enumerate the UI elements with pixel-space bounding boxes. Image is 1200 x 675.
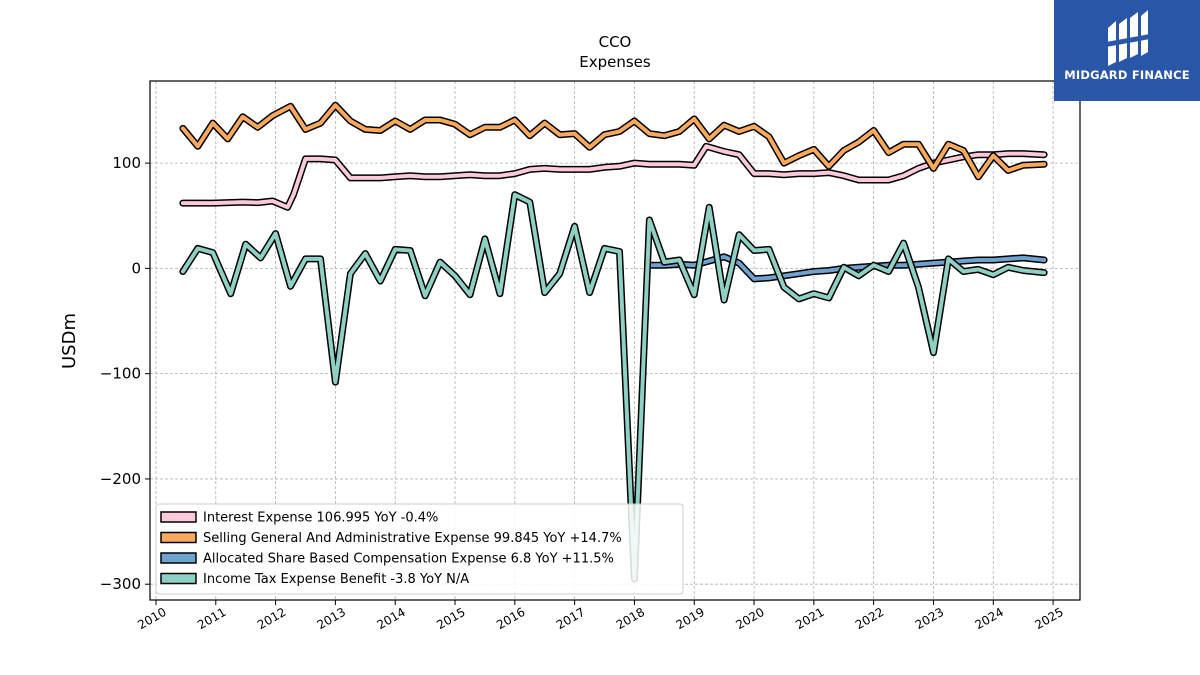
y-tick-label: −100 <box>100 365 141 383</box>
legend-swatch <box>160 511 197 523</box>
logo-mark-icon <box>1106 10 1150 66</box>
y-axis-label: USDm <box>59 313 80 369</box>
y-tick-label: 100 <box>112 154 141 172</box>
plot-frame <box>149 80 1081 601</box>
chart-subtitle: Expenses <box>579 53 651 71</box>
legend-box <box>155 503 684 595</box>
y-tick-label: −200 <box>100 470 141 488</box>
y-axis-ticks: 100 0 −100 −200 −300 <box>100 154 150 593</box>
legend-swatch <box>160 572 197 585</box>
legend-label: Income Tax Expense Benefit -3.8 YoY N/A <box>203 572 469 587</box>
legend-label: Allocated Share Based Compensation Expen… <box>203 552 614 567</box>
series-line-selling-general-and-administrative-expense <box>180 103 1047 179</box>
series-lines <box>179 101 1048 583</box>
legend-label: Selling General And Administrative Expen… <box>203 531 622 546</box>
y-tick-label: −300 <box>100 575 141 593</box>
series-line-interest-expense <box>180 144 1047 210</box>
y-tick-label: 0 <box>131 259 141 277</box>
legend-swatch <box>160 552 197 564</box>
legend-swatch <box>160 531 197 544</box>
brand-logo: MIDGARD FINANCE <box>1054 0 1200 101</box>
chart-title: CCO <box>599 33 632 51</box>
legend: Interest Expense 106.995 YoY -0.4% Sellin… <box>155 503 684 595</box>
logo-text: MIDGARD FINANCE <box>1064 68 1190 82</box>
legend-label: Interest Expense 106.995 YoY -0.4% <box>203 511 438 526</box>
series-line-income-tax-expense-benefit <box>180 192 1047 581</box>
